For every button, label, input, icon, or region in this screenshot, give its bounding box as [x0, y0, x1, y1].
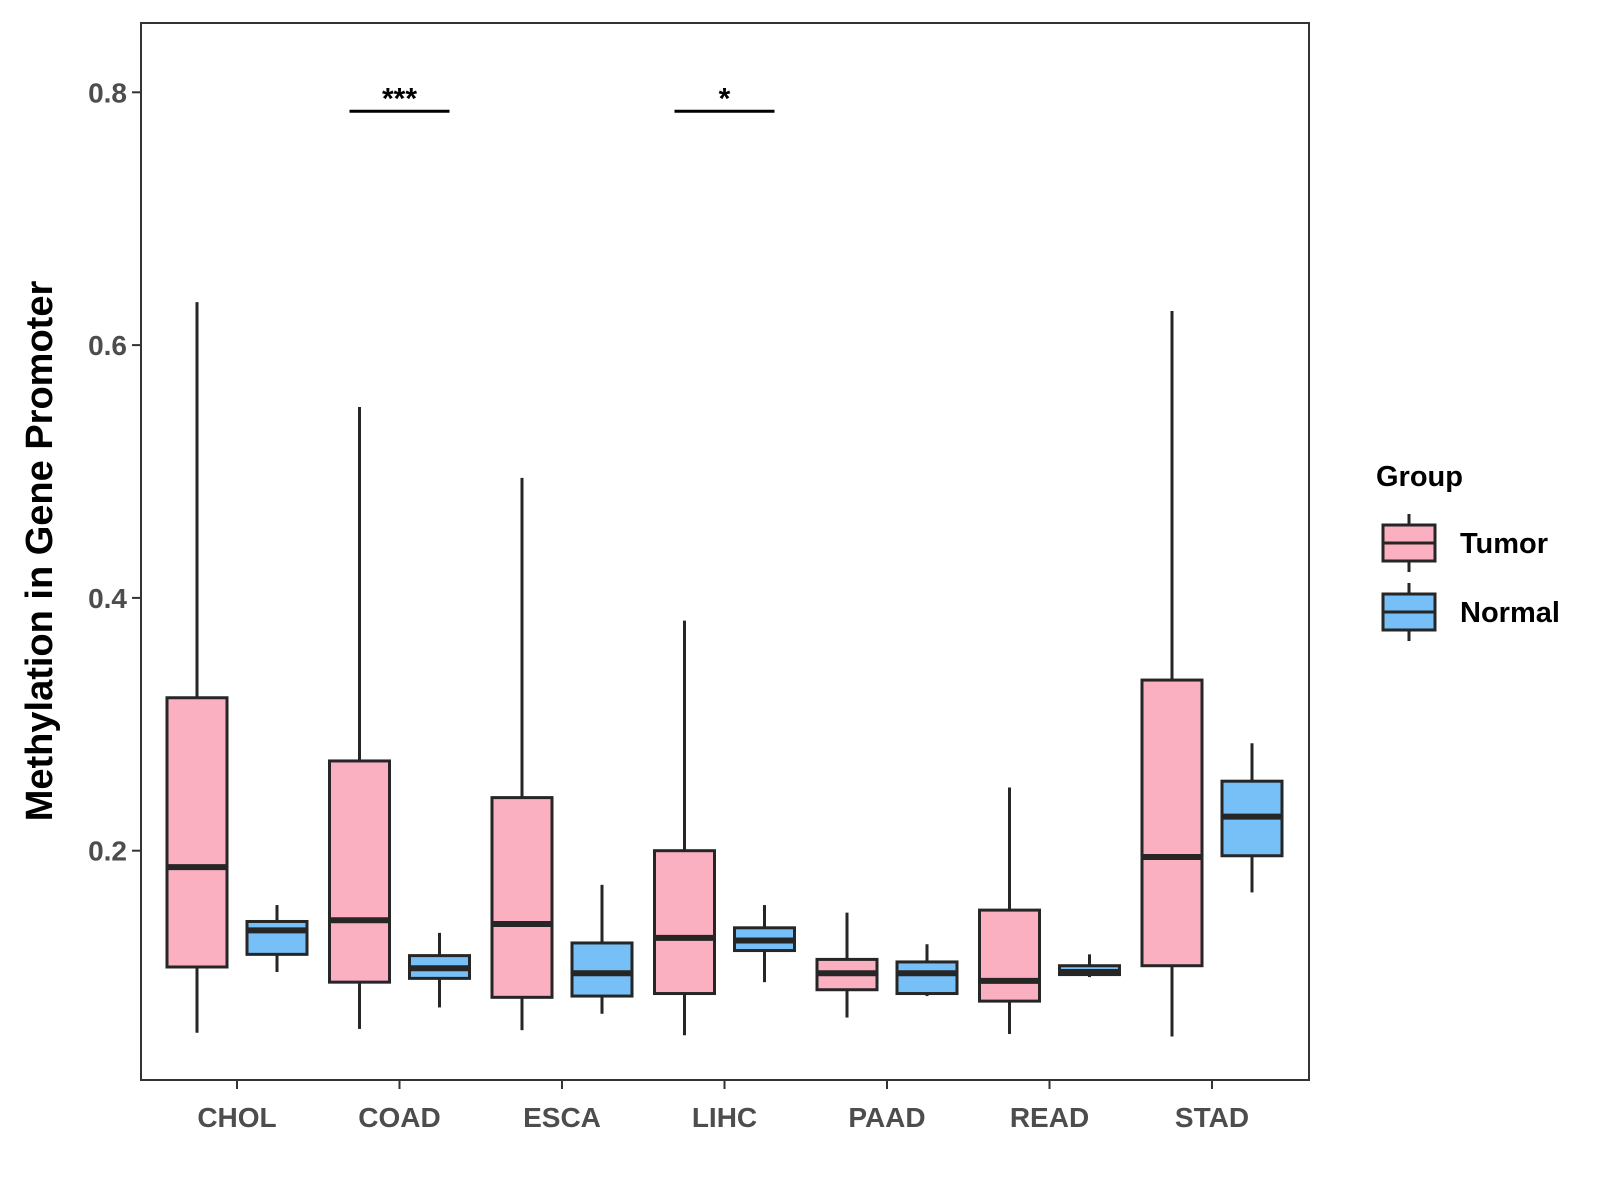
box-tumor-lihc: [653, 620, 716, 1036]
box-normal-coad: [408, 932, 471, 1008]
legend-title: Group: [1376, 461, 1463, 493]
box-body: [570, 941, 634, 998]
x-tick-label: READ: [1010, 1102, 1089, 1133]
y-tick-label: 0.4: [88, 583, 127, 614]
x-tick-label: COAD: [358, 1102, 440, 1133]
box-body: [1140, 678, 1204, 968]
y-tick-label: 0.2: [88, 836, 127, 867]
legend-entries: Tumor Normal: [1381, 514, 1560, 641]
box-body: [328, 759, 391, 984]
x-tick-label: LIHC: [692, 1102, 757, 1133]
x-tick-label: CHOL: [197, 1102, 276, 1133]
box-body: [165, 696, 229, 969]
box-normal-chol: [245, 905, 309, 973]
box-body: [895, 960, 959, 996]
box-normal-esca: [570, 884, 634, 1014]
box-tumor-read: [978, 787, 1041, 1034]
plot-panel-border: [140, 22, 1310, 1081]
box-normal-paad: [895, 944, 959, 997]
box-body: [245, 919, 309, 956]
box-normal-lihc: [733, 905, 796, 983]
legend: Group Tumor Normal: [1376, 461, 1560, 641]
box-tumor-coad: [328, 407, 391, 1029]
x-axis: CHOL COAD ESCA LIHC PAAD READ STAD: [197, 1080, 1249, 1133]
box-tumor-paad: [815, 912, 879, 1018]
box-normal-read: [1058, 954, 1121, 978]
legend-label: Tumor: [1460, 528, 1548, 560]
box-body: [653, 849, 716, 996]
box-tumor-esca: [490, 477, 554, 1031]
x-tick-label: STAD: [1175, 1102, 1249, 1133]
box-series: [165, 302, 1284, 1037]
x-tick-label: PAAD: [848, 1102, 925, 1133]
box-body: [978, 908, 1041, 1003]
legend-label: Normal: [1460, 597, 1560, 629]
box-tumor-stad: [1140, 310, 1204, 1037]
box-body: [490, 796, 554, 999]
y-tick-label: 0.6: [88, 330, 127, 361]
y-tick-label: 0.8: [88, 77, 127, 108]
y-axis: 0.2 0.4 0.6 0.8: [88, 77, 141, 867]
significance-label: *: [719, 82, 731, 115]
x-tick-label: ESCA: [523, 1102, 601, 1133]
y-axis-title: Methylation in Gene Promoter: [19, 281, 61, 822]
legend-entry-normal: Normal: [1381, 583, 1560, 641]
box-normal-stad: [1220, 743, 1284, 893]
significance-label: ***: [382, 82, 417, 115]
legend-entry-tumor: Tumor: [1381, 514, 1548, 572]
significance-annotations: *** *: [349, 82, 775, 115]
box-tumor-chol: [165, 302, 229, 1033]
